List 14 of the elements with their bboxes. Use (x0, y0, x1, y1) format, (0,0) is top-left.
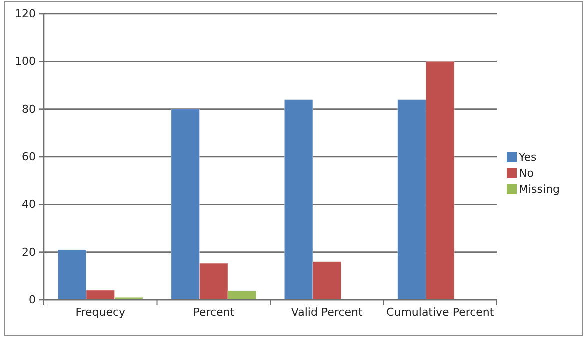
y-tick-label: 0 (29, 294, 36, 307)
x-tick-label: Cumulative Percent (386, 306, 495, 319)
legend-label: Yes (518, 151, 538, 164)
x-tick-label: Valid Percent (291, 306, 364, 319)
legend-label: Missing (519, 183, 560, 196)
y-tick-label: 100 (15, 55, 36, 68)
x-tick-label: Frequecy (76, 306, 126, 319)
y-tick-label: 80 (22, 102, 36, 116)
y-tick-label: 40 (22, 198, 36, 212)
y-tick-label: 120 (15, 8, 36, 21)
y-tick-label: 60 (22, 150, 36, 164)
x-tick-label: Percent (193, 306, 236, 319)
y-tick-label: 20 (22, 246, 36, 259)
legend-label: No (519, 167, 534, 180)
